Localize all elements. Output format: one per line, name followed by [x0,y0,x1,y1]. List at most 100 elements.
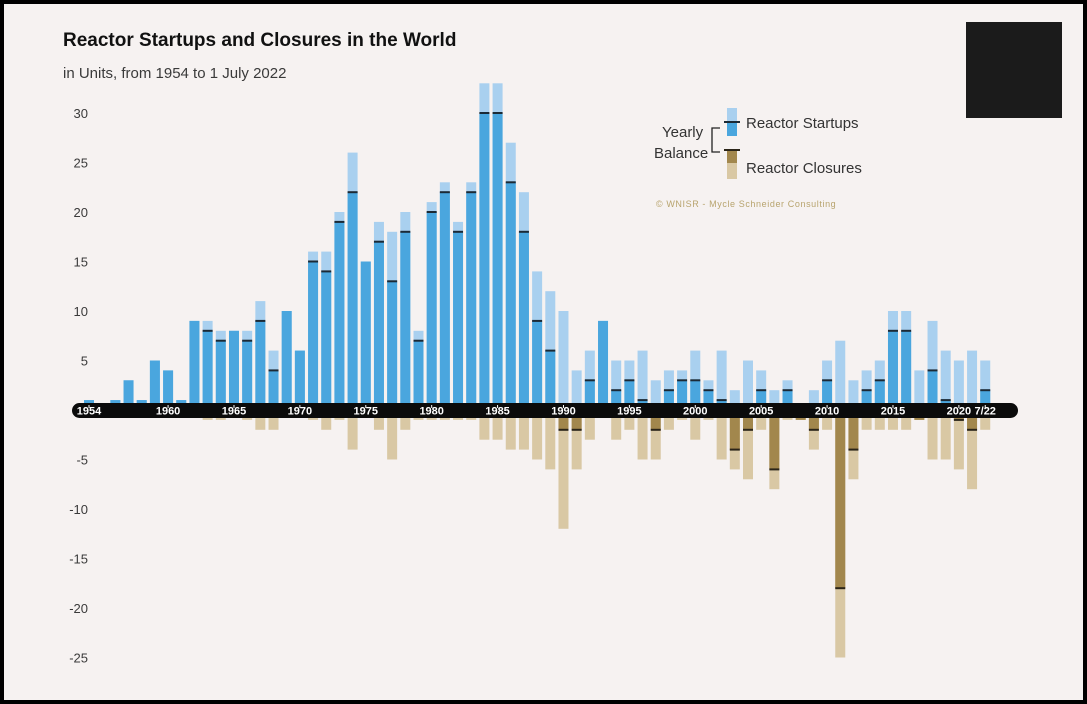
balance-marker [848,448,859,451]
balance-bar-positive [373,241,384,410]
balance-marker [308,260,319,263]
closure-bar [347,410,358,450]
closure-bar [255,410,266,430]
balance-marker [953,418,964,421]
balance-marker [439,191,450,194]
closure-bar [690,410,701,440]
closure-bar [637,410,648,460]
balance-marker [980,389,991,392]
closure-bar [571,410,582,470]
closure-bar [940,410,951,460]
legend-closures-swatch-light [727,163,737,179]
balance-bar-positive [426,212,437,410]
y-tick-label: 20 [74,205,88,220]
bars [84,83,991,658]
y-tick-label: 25 [74,156,88,171]
x-tick-label: 2010 [815,406,839,418]
closure-bar [716,410,727,460]
startup-bar [940,350,951,410]
x-axis: 1954 1960 1965 1970 1975 1980 1985 1990 1995 2000… [72,403,1018,418]
startup-bar [808,390,819,410]
balance-marker [690,379,701,382]
legend-startups-label: Reactor Startups [746,115,859,132]
balance-bar-negative [769,410,780,470]
closure-bar [479,410,490,440]
startup-bar [953,360,964,410]
balance-marker [940,399,951,402]
startup-bar [927,320,938,410]
startup-bar [914,370,925,410]
balance-marker [887,329,898,332]
balance-bar-positive [334,221,345,410]
x-tick-label: 2005 [749,406,773,418]
balance-marker [716,399,727,402]
startup-bar [848,380,859,410]
balance-marker [663,389,674,392]
balance-marker [202,329,213,332]
legend-balance-label-2: Balance [654,145,708,162]
balance-bar-positive [347,192,358,410]
closure-bar [822,410,833,430]
closure-bar [518,410,529,450]
startup-bar [743,360,753,410]
startup-bar [558,311,569,410]
balance-bar-positive [308,261,319,410]
balance-marker [400,230,411,233]
balance-bar-positive [387,281,398,410]
closure-bar [545,410,556,470]
balance-marker [518,230,529,233]
balance-marker [505,181,516,184]
balance-bar-positive [215,340,226,410]
x-tick-label: 1975 [354,406,378,418]
y-tick-label: 30 [74,106,88,121]
balance-marker [532,319,543,322]
closure-bar [861,410,872,430]
startup-bar [835,340,846,410]
balance-bar-negative [808,410,819,430]
balance-marker [637,399,648,402]
closure-bar [400,410,411,430]
balance-marker [545,349,556,352]
balance-marker [426,211,437,213]
balance-bar-positive [149,360,160,410]
balance-bar-positive [360,261,371,410]
balance-bar-positive [439,192,450,410]
chart-title: Reactor Startups and Closures in the Wor… [63,30,456,51]
y-tick-label: -10 [69,502,88,517]
balance-bar-positive [624,380,635,410]
closure-bar [387,410,398,460]
chart-subtitle: in Units, from 1954 to 1 July 2022 [63,65,286,82]
startup-bar [611,360,622,410]
balance-marker [677,379,688,382]
balance-marker [373,240,384,243]
balance-marker [703,389,714,392]
balance-bar-negative [729,410,740,450]
balance-bar-positive [611,390,622,410]
balance-bar-negative [967,410,978,430]
balance-marker [756,389,767,392]
balance-marker [874,379,885,382]
balance-bar-positive [584,380,595,410]
balance-marker [387,280,398,283]
balance-marker [334,220,345,223]
balance-bar-positive [123,380,134,410]
x-tick-label: 1995 [617,406,641,418]
balance-bar-positive [268,370,279,410]
balance-bar-positive [466,192,477,410]
balance-bar-positive [281,311,292,410]
balance-bar-positive [163,370,174,410]
x-tick-label: 1954 [77,406,102,418]
x-tick-label: 1970 [288,406,312,418]
y-tick-label: 15 [74,255,88,270]
balance-marker [255,319,266,322]
startup-bar [769,390,780,410]
balance-bar-positive [598,320,609,410]
balance-marker [927,369,938,372]
closure-bar [967,410,978,490]
balance-bar-positive [901,330,912,410]
balance-marker [967,428,978,431]
balance-bar-negative [558,410,569,430]
x-axis-band [72,403,1018,418]
closure-bar [321,410,332,430]
startup-bar [716,350,727,410]
